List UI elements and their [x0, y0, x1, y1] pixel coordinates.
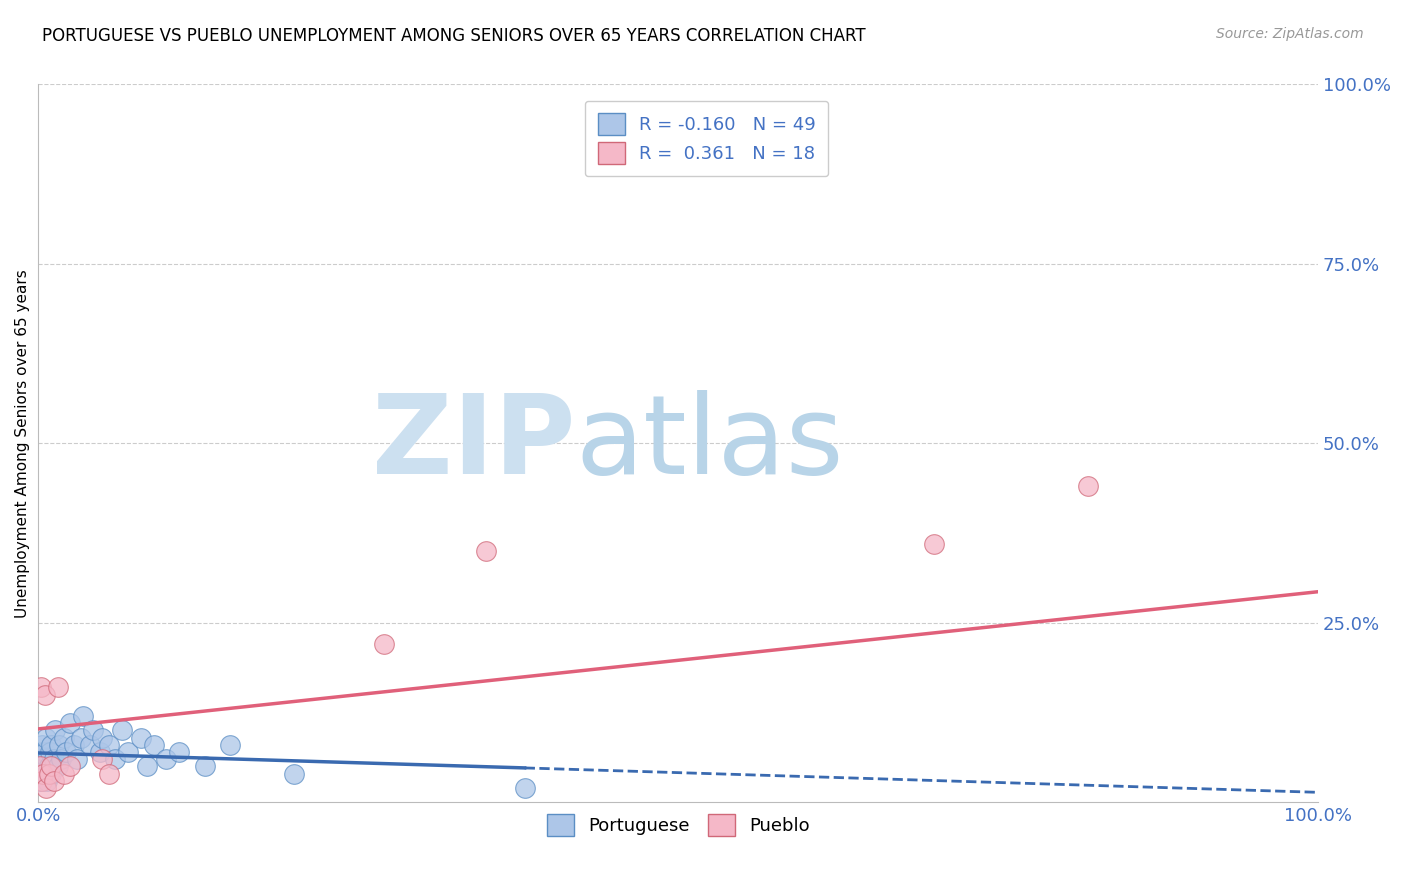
- Point: [28, 759, 51, 773]
- Point: [34, 759, 56, 773]
- Point: [46, 681, 69, 695]
- Point: [32, 752, 55, 766]
- Point: [31, 773, 53, 788]
- Point: [475, 544, 498, 558]
- Point: [42, 752, 65, 766]
- Point: [72, 709, 94, 723]
- Point: [51, 752, 73, 766]
- Point: [136, 759, 159, 773]
- Point: [97, 766, 120, 780]
- Point: [35, 780, 58, 795]
- Legend: Portuguese, Pueblo: Portuguese, Pueblo: [540, 807, 817, 844]
- Point: [31, 773, 53, 788]
- Text: ZIP: ZIP: [373, 390, 576, 497]
- Point: [82, 723, 104, 738]
- Point: [104, 752, 127, 766]
- Point: [219, 738, 242, 752]
- Y-axis label: Unemployment Among Seniors over 65 years: Unemployment Among Seniors over 65 years: [15, 269, 30, 618]
- Point: [59, 716, 82, 731]
- Point: [39, 766, 62, 780]
- Point: [30, 681, 52, 695]
- Point: [129, 731, 152, 745]
- Point: [194, 759, 217, 773]
- Point: [283, 766, 305, 780]
- Point: [97, 738, 120, 752]
- Point: [38, 766, 60, 780]
- Point: [38, 745, 60, 759]
- Point: [66, 752, 89, 766]
- Point: [89, 745, 111, 759]
- Point: [167, 745, 190, 759]
- Text: atlas: atlas: [576, 390, 845, 497]
- Point: [79, 738, 101, 752]
- Point: [91, 752, 114, 766]
- Point: [91, 731, 114, 745]
- Point: [69, 731, 91, 745]
- Point: [37, 752, 59, 766]
- Point: [155, 752, 177, 766]
- Point: [37, 773, 59, 788]
- Point: [142, 738, 165, 752]
- Point: [44, 723, 66, 738]
- Point: [48, 738, 70, 752]
- Point: [32, 766, 55, 780]
- Point: [35, 766, 58, 780]
- Text: PORTUGUESE VS PUEBLO UNEMPLOYMENT AMONG SENIORS OVER 65 YEARS CORRELATION CHART: PORTUGUESE VS PUEBLO UNEMPLOYMENT AMONG …: [42, 27, 866, 45]
- Point: [1077, 479, 1099, 493]
- Point: [55, 745, 77, 759]
- Point: [35, 731, 58, 745]
- Text: Source: ZipAtlas.com: Source: ZipAtlas.com: [1216, 27, 1364, 41]
- Point: [117, 745, 139, 759]
- Point: [34, 745, 56, 759]
- Point: [42, 773, 65, 788]
- Point: [30, 745, 52, 759]
- Point: [59, 759, 82, 773]
- Point: [63, 738, 86, 752]
- Point: [110, 723, 132, 738]
- Point: [922, 537, 945, 551]
- Point: [30, 766, 52, 780]
- Point: [46, 759, 69, 773]
- Point: [30, 752, 52, 766]
- Point: [39, 738, 62, 752]
- Point: [52, 731, 75, 745]
- Point: [34, 688, 56, 702]
- Point: [28, 759, 51, 773]
- Point: [28, 773, 51, 788]
- Point: [32, 766, 55, 780]
- Point: [38, 759, 60, 773]
- Point: [39, 759, 62, 773]
- Point: [513, 780, 536, 795]
- Point: [31, 759, 53, 773]
- Point: [373, 637, 395, 651]
- Point: [52, 766, 75, 780]
- Point: [31, 738, 53, 752]
